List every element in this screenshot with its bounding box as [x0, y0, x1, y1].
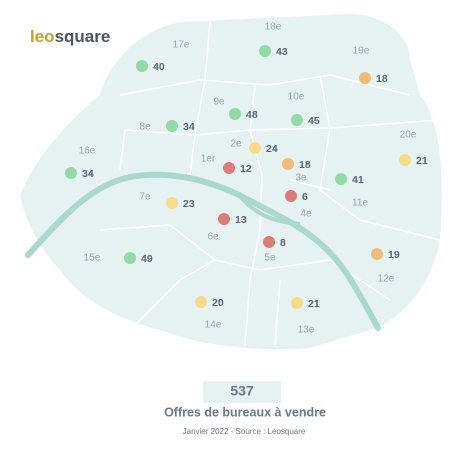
district-name: 14e: [205, 320, 222, 331]
district-name: 15e: [84, 253, 101, 264]
district-dot: [218, 213, 230, 225]
district-name: 13e: [298, 325, 315, 336]
source: Janvier 2022 - Source : Leosquare: [183, 427, 306, 436]
district-name: 9e: [213, 97, 225, 108]
total: 537: [230, 383, 254, 399]
district-name: 11e: [352, 198, 368, 209]
district-dot: [249, 142, 261, 154]
districts: 18e 43 17e 40 19e 18 9e 48 10e 45 8e 34 20e 21 2e 24 3e 1…: [65, 22, 428, 336]
offer-count: 24: [266, 143, 278, 155]
district-dot: [399, 154, 411, 166]
district-name: 12e: [378, 274, 395, 285]
district-dot: [263, 236, 275, 248]
district-dot: [285, 190, 297, 202]
district-dot: [166, 197, 178, 209]
district-name: 5e: [264, 253, 276, 264]
district-name: 10e: [288, 92, 305, 103]
offer-count: 13: [235, 214, 247, 226]
offer-count: 40: [153, 61, 165, 73]
district-name: 1er: [201, 154, 216, 165]
district-dot: [359, 72, 371, 84]
district-dot: [124, 252, 136, 264]
offer-count: 48: [246, 109, 258, 121]
district-name: 18e: [265, 22, 282, 33]
logo-part: square: [55, 27, 111, 46]
paris-shape: [20, 14, 442, 350]
district-dot: [291, 297, 303, 309]
offer-count: 6: [302, 191, 308, 203]
district-dot: [371, 248, 383, 260]
district-name: 7e: [139, 192, 151, 203]
offer-count: 23: [183, 198, 195, 210]
offer-count: 18: [299, 159, 311, 171]
offer-count: 20: [212, 297, 224, 309]
offer-count: 12: [240, 163, 252, 175]
offer-count: 34: [183, 121, 195, 133]
district-name: 6e: [207, 232, 219, 243]
offer-count: 43: [276, 46, 288, 58]
offer-count: 21: [308, 298, 320, 310]
offer-count: 21: [416, 155, 428, 167]
district-dot: [136, 60, 148, 72]
offer-count: 18: [376, 73, 388, 85]
district-dot: [335, 173, 347, 185]
river-branch: [238, 194, 301, 226]
district-name: 3e: [295, 173, 307, 184]
district-name: 16e: [79, 146, 96, 157]
district-name: 2e: [230, 139, 242, 150]
offer-count: 19: [388, 249, 400, 261]
offer-count: 41: [352, 174, 364, 186]
offer-count: 8: [280, 237, 286, 249]
district-dot: [166, 120, 178, 132]
district-dot: [195, 296, 207, 308]
offer-count: 45: [308, 115, 320, 127]
district-borders: [99, 21, 441, 346]
offer-count: 49: [141, 253, 153, 265]
title: Offres de bureaux à vendre: [164, 405, 326, 419]
total-box: [203, 381, 281, 403]
district-dot: [223, 162, 235, 174]
offer-count: 34: [82, 168, 94, 180]
district-dot: [229, 108, 241, 120]
district-name: 19e: [353, 46, 370, 57]
district-dot: [282, 158, 294, 170]
district-dot: [291, 114, 303, 126]
district-name: 17e: [173, 40, 190, 51]
district-dot: [65, 167, 77, 179]
logo-part: leo: [30, 27, 55, 46]
district-name: 4e: [300, 209, 312, 220]
district-dot: [259, 45, 271, 57]
logo: leosquare: [30, 27, 110, 46]
district-name: 8e: [139, 122, 151, 133]
district-name: 20e: [400, 130, 417, 141]
